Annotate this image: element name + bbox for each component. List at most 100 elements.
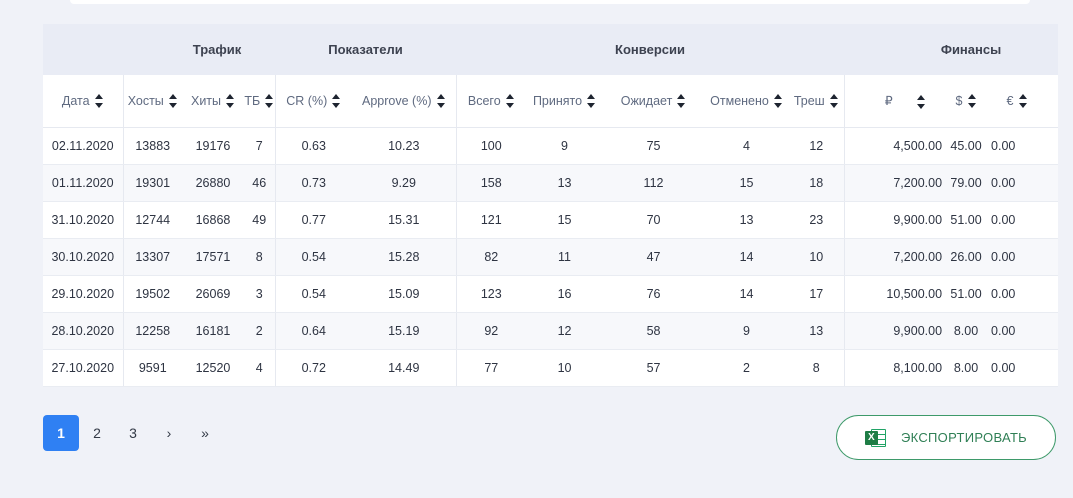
cell-usd: 51.00 xyxy=(944,275,989,313)
cell-cancelled: 15 xyxy=(704,164,790,202)
cell-hosts: 9591 xyxy=(123,349,182,387)
cell-eur: 0.00 xyxy=(988,127,1059,165)
sort-icon[interactable] xyxy=(436,94,446,109)
col-header-eur[interactable]: € xyxy=(988,75,1059,128)
sort-icon[interactable] xyxy=(226,94,235,109)
cell-trash: 17 xyxy=(789,275,845,313)
col-header-approve[interactable]: Approve (%) xyxy=(352,75,457,128)
cell-accepted: 10 xyxy=(526,349,604,387)
cell-total: 121 xyxy=(456,201,527,239)
cell-rub: 8,100.00 xyxy=(844,349,945,387)
col-header-pending[interactable]: Ожидает xyxy=(603,75,705,128)
cell-eur: 0.00 xyxy=(988,164,1059,202)
cell-approve: 15.19 xyxy=(352,312,457,350)
cell-date: 02.11.2020 xyxy=(43,127,124,165)
group-header-finance: Финансы xyxy=(844,24,1059,75)
cell-pending: 47 xyxy=(603,238,705,276)
table-row: 30.10.2020 13307 17571 8 0.54 15.28 82 1… xyxy=(43,238,1059,276)
sort-icon[interactable] xyxy=(967,94,977,109)
cell-total: 82 xyxy=(456,238,527,276)
col-header-date[interactable]: Дата xyxy=(43,75,124,128)
cell-tb: 3 xyxy=(244,275,276,313)
cell-rub: 10,500.00 xyxy=(844,275,945,313)
sort-icon[interactable] xyxy=(265,94,274,109)
col-header-cr[interactable]: CR (%) xyxy=(275,75,352,128)
sort-icon[interactable] xyxy=(168,94,178,109)
cell-rub: 7,200.00 xyxy=(844,164,945,202)
cell-pending: 70 xyxy=(603,201,705,239)
page-button-3[interactable]: 3 xyxy=(129,425,137,441)
cell-total: 123 xyxy=(456,275,527,313)
cell-hits: 16181 xyxy=(182,312,244,350)
cell-eur: 0.00 xyxy=(988,201,1059,239)
cell-usd: 8.00 xyxy=(944,349,989,387)
sort-icon[interactable] xyxy=(505,94,515,109)
cell-usd: 26.00 xyxy=(944,238,989,276)
col-header-trash[interactable]: Треш xyxy=(789,75,845,128)
col-header-rub[interactable]: ₽ xyxy=(844,75,945,128)
cell-tb: 46 xyxy=(244,164,276,202)
sort-icon[interactable] xyxy=(94,94,104,109)
cell-accepted: 13 xyxy=(526,164,604,202)
cell-trash: 10 xyxy=(789,238,845,276)
group-header-metrics: Показатели xyxy=(275,24,457,75)
cell-hits: 12520 xyxy=(182,349,244,387)
cell-cr: 0.54 xyxy=(275,275,352,313)
cell-hits: 17571 xyxy=(182,238,244,276)
cell-pending: 75 xyxy=(603,127,705,165)
table-row: 01.11.2020 19301 26880 46 0.73 9.29 158 … xyxy=(43,164,1059,202)
cell-hosts: 13307 xyxy=(123,238,182,276)
col-header-hits[interactable]: Хиты xyxy=(182,75,244,128)
cell-date: 30.10.2020 xyxy=(43,238,124,276)
export-button[interactable]: X ЭКСПОРТИРОВАТЬ xyxy=(836,415,1056,460)
cell-rub: 9,900.00 xyxy=(844,201,945,239)
cell-cancelled: 13 xyxy=(704,201,790,239)
cell-cancelled: 14 xyxy=(704,238,790,276)
cell-rub: 4,500.00 xyxy=(844,127,945,165)
cell-pending: 57 xyxy=(603,349,705,387)
sort-icon[interactable] xyxy=(916,94,926,109)
cell-hosts: 19502 xyxy=(123,275,182,313)
cell-date: 01.11.2020 xyxy=(43,164,124,202)
cell-tb: 7 xyxy=(244,127,276,165)
col-header-cancelled[interactable]: Отменено xyxy=(704,75,790,128)
sort-icon[interactable] xyxy=(829,94,839,109)
cell-cancelled: 4 xyxy=(704,127,790,165)
cell-tb: 4 xyxy=(244,349,276,387)
col-header-accepted[interactable]: Принято xyxy=(526,75,604,128)
next-page-button[interactable]: › xyxy=(166,425,172,441)
group-header-traffic: Трафик xyxy=(43,24,275,75)
cell-pending: 112 xyxy=(603,164,705,202)
cell-rub: 9,900.00 xyxy=(844,312,945,350)
group-header-row: Трафик Показатели Конверсии Финансы xyxy=(43,24,1059,75)
top-card-edge xyxy=(70,0,1030,4)
page-button-1[interactable]: 1 xyxy=(43,415,79,451)
last-page-button[interactable]: » xyxy=(201,425,209,441)
stats-table: Трафик Показатели Конверсии Финансы Дата… xyxy=(43,24,1059,387)
cell-eur: 0.00 xyxy=(988,238,1059,276)
cell-cr: 0.73 xyxy=(275,164,352,202)
cell-pending: 76 xyxy=(603,275,705,313)
col-header-total[interactable]: Всего xyxy=(456,75,527,128)
cell-total: 100 xyxy=(456,127,527,165)
cell-eur: 0.00 xyxy=(988,349,1059,387)
page-button-2[interactable]: 2 xyxy=(93,425,101,441)
table-row: 02.11.2020 13883 19176 7 0.63 10.23 100 … xyxy=(43,127,1059,165)
cell-total: 158 xyxy=(456,164,527,202)
cell-tb: 2 xyxy=(244,312,276,350)
sort-icon[interactable] xyxy=(1018,94,1028,109)
cell-rub: 7,200.00 xyxy=(844,238,945,276)
sort-icon[interactable] xyxy=(773,94,783,109)
sort-icon[interactable] xyxy=(677,94,686,109)
cell-trash: 12 xyxy=(789,127,845,165)
col-header-usd[interactable]: $ xyxy=(944,75,989,128)
sort-icon[interactable] xyxy=(332,94,341,109)
cell-hits: 26069 xyxy=(182,275,244,313)
cell-accepted: 12 xyxy=(526,312,604,350)
sort-icon[interactable] xyxy=(587,94,596,109)
col-header-tb[interactable]: ТБ xyxy=(244,75,276,128)
cell-cr: 0.72 xyxy=(275,349,352,387)
pagination: 1 2 3 › » xyxy=(43,415,223,451)
cell-cancelled: 2 xyxy=(704,349,790,387)
col-header-hosts[interactable]: Хосты xyxy=(123,75,182,128)
